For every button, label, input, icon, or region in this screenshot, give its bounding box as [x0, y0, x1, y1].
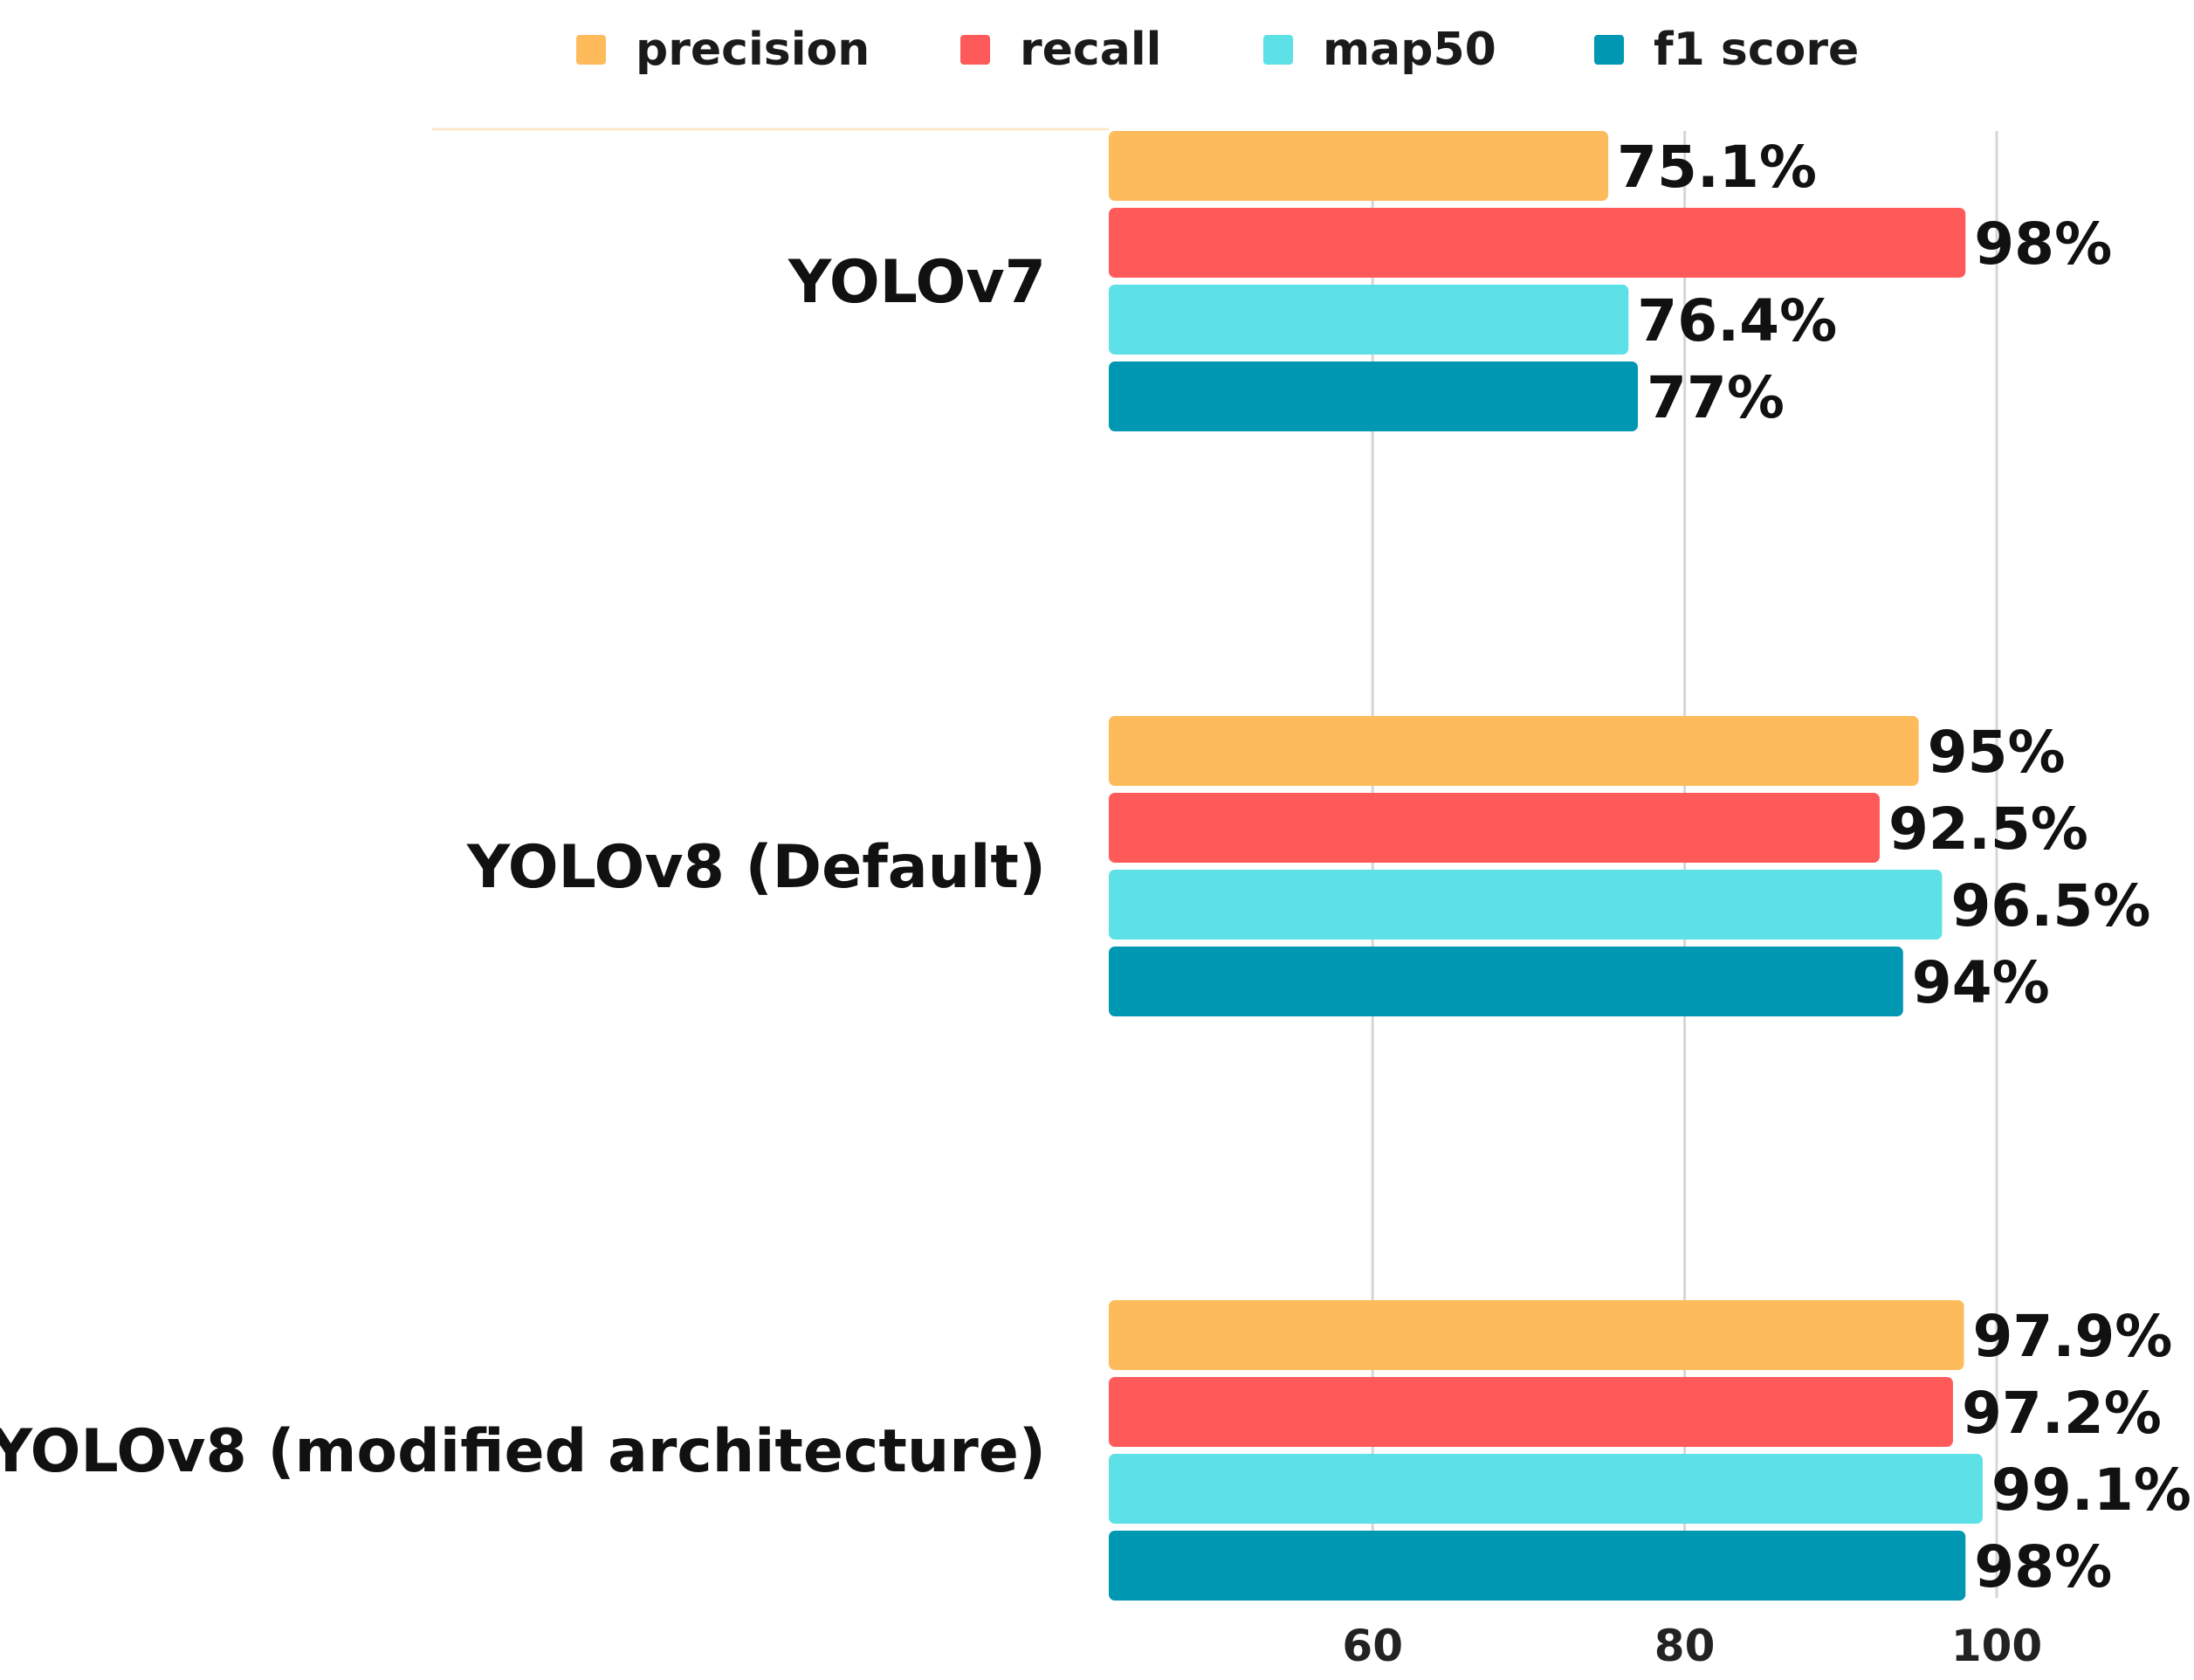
category-label-yolov8-modified-architecture: YOLOv8 (modified architecture) — [0, 1417, 1046, 1486]
data-label-yolov8-default-f1-score: 94% — [1912, 949, 2050, 1016]
bar-yolov8-modified-architecture-map50 — [1109, 1454, 1983, 1524]
legend-swatch-precision — [576, 35, 606, 65]
bars — [1109, 131, 1983, 1601]
bar-yolov8-modified-architecture-recall — [1109, 1377, 1953, 1447]
data-label-yolov8-default-recall: 92.5% — [1888, 795, 2088, 863]
bar-yolov7-map50 — [1109, 285, 1629, 355]
x-tick-label-80: 80 — [1654, 1621, 1716, 1671]
legend: precision recall map50 f1 score — [576, 24, 1859, 76]
data-label-yolov8-modified-architecture-f1-score: 98% — [1974, 1533, 2112, 1601]
bar-yolov7-precision — [1109, 131, 1609, 201]
x-axis-ticks: 60 80 100 — [1342, 1621, 2042, 1671]
legend-item-recall: recall — [960, 24, 1161, 76]
data-label-yolov8-modified-architecture-precision: 97.9% — [1972, 1303, 2172, 1370]
data-label-yolov7-recall: 98% — [1974, 210, 2112, 278]
bar-yolov8-default-map50 — [1109, 870, 1943, 940]
bar-yolov8-default-recall — [1109, 793, 1880, 863]
x-tick-label-100: 100 — [1951, 1621, 2042, 1671]
bar-yolov7-f1-score — [1109, 361, 1638, 431]
data-label-yolov7-f1-score: 77% — [1647, 364, 1785, 431]
legend-swatch-recall — [960, 35, 990, 65]
x-tick-label-60: 60 — [1342, 1621, 1403, 1671]
bar-yolov8-default-f1-score — [1109, 947, 1903, 1016]
bar-yolov8-default-precision — [1109, 716, 1919, 786]
legend-swatch-f1-score — [1594, 35, 1624, 65]
category-label-yolov8-default: YOLOv8 (Default) — [466, 833, 1046, 902]
legend-swatch-map50 — [1263, 35, 1293, 65]
legend-item-map50: map50 — [1263, 24, 1496, 76]
legend-item-precision: precision — [576, 24, 870, 76]
legend-label-map50: map50 — [1323, 24, 1496, 76]
legend-label-precision: precision — [636, 24, 870, 76]
category-labels: YOLOv7 YOLOv8 (Default) YOLOv8 (modified a… — [0, 248, 1046, 1486]
category-label-yolov7: YOLOv7 — [788, 248, 1046, 317]
data-label-yolov7-map50: 76.4% — [1637, 287, 1837, 355]
data-label-yolov8-modified-architecture-map50: 99.1% — [1991, 1456, 2191, 1524]
data-labels: 75.1% 98% 76.4% 77% 95% 92.5% 96.5% 94% 97.9% 97.… — [1617, 134, 2191, 1601]
legend-label-f1-score: f1 score — [1654, 24, 1859, 76]
bar-yolov8-modified-architecture-precision — [1109, 1300, 1964, 1370]
data-label-yolov8-default-precision: 95% — [1928, 719, 2066, 786]
data-label-yolov8-modified-architecture-recall: 97.2% — [1962, 1380, 2162, 1447]
bar-yolov7-recall — [1109, 208, 1966, 278]
bar-yolov8-modified-architecture-f1-score — [1109, 1531, 1966, 1601]
legend-item-f1-score: f1 score — [1594, 24, 1859, 76]
legend-label-recall: recall — [1020, 24, 1161, 76]
data-label-yolov8-default-map50: 96.5% — [1950, 872, 2150, 940]
data-label-yolov7-precision: 75.1% — [1617, 134, 1817, 201]
